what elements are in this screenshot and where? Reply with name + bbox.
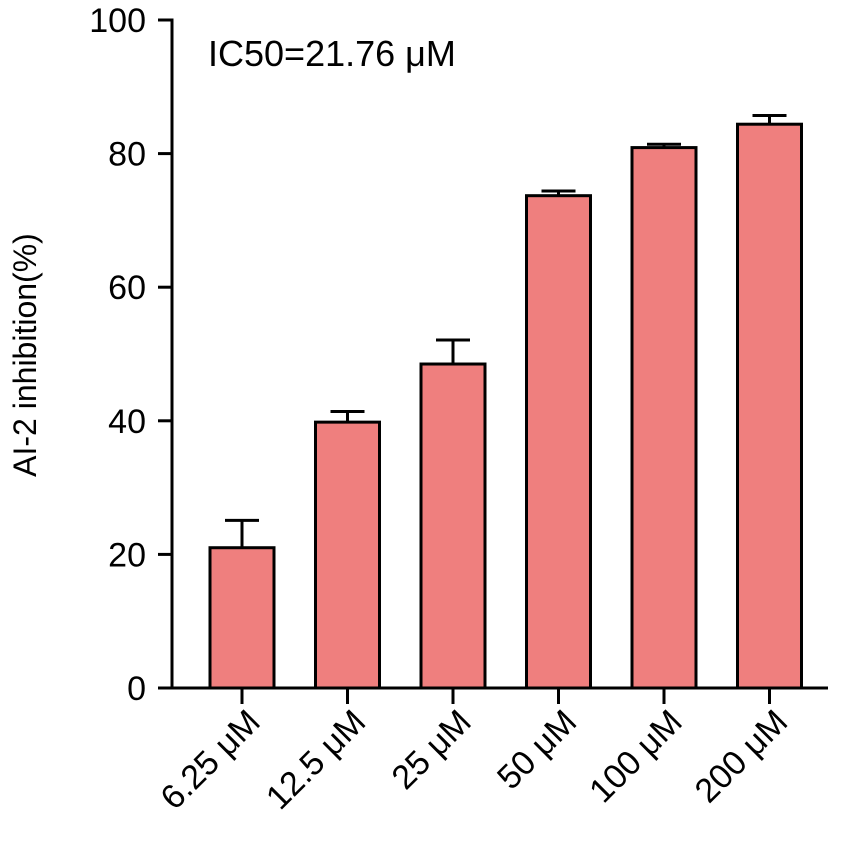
bar bbox=[208, 546, 276, 690]
y-tick-label: 40 bbox=[108, 403, 146, 441]
annotation-ic50: IC50=21.76 μM bbox=[208, 33, 456, 74]
y-tick-label: 20 bbox=[108, 536, 146, 574]
bar bbox=[525, 194, 592, 690]
y-tick-label: 60 bbox=[108, 269, 146, 307]
x-tick-label: 6.25 μM bbox=[153, 703, 267, 817]
bar bbox=[419, 362, 487, 690]
bars bbox=[208, 122, 803, 690]
y-axis: 0 20 40 60 80 100 bbox=[89, 2, 174, 708]
y-tick-label: 80 bbox=[108, 136, 146, 174]
x-tick-label: 12.5 μM bbox=[259, 703, 373, 817]
y-tick-label: 0 bbox=[127, 670, 146, 708]
bar bbox=[736, 122, 803, 690]
bar bbox=[630, 146, 698, 690]
x-tick-label: 50 μM bbox=[490, 703, 584, 797]
error-bars bbox=[225, 114, 787, 548]
bar bbox=[314, 420, 381, 690]
x-tick-label: 100 μM bbox=[582, 703, 690, 811]
x-tick-label: 25 μM bbox=[384, 703, 478, 797]
x-tick-label: 200 μM bbox=[688, 703, 796, 811]
y-tick-label: 100 bbox=[89, 2, 146, 40]
y-axis-title: AI-2 inhibition(%) bbox=[7, 233, 43, 477]
